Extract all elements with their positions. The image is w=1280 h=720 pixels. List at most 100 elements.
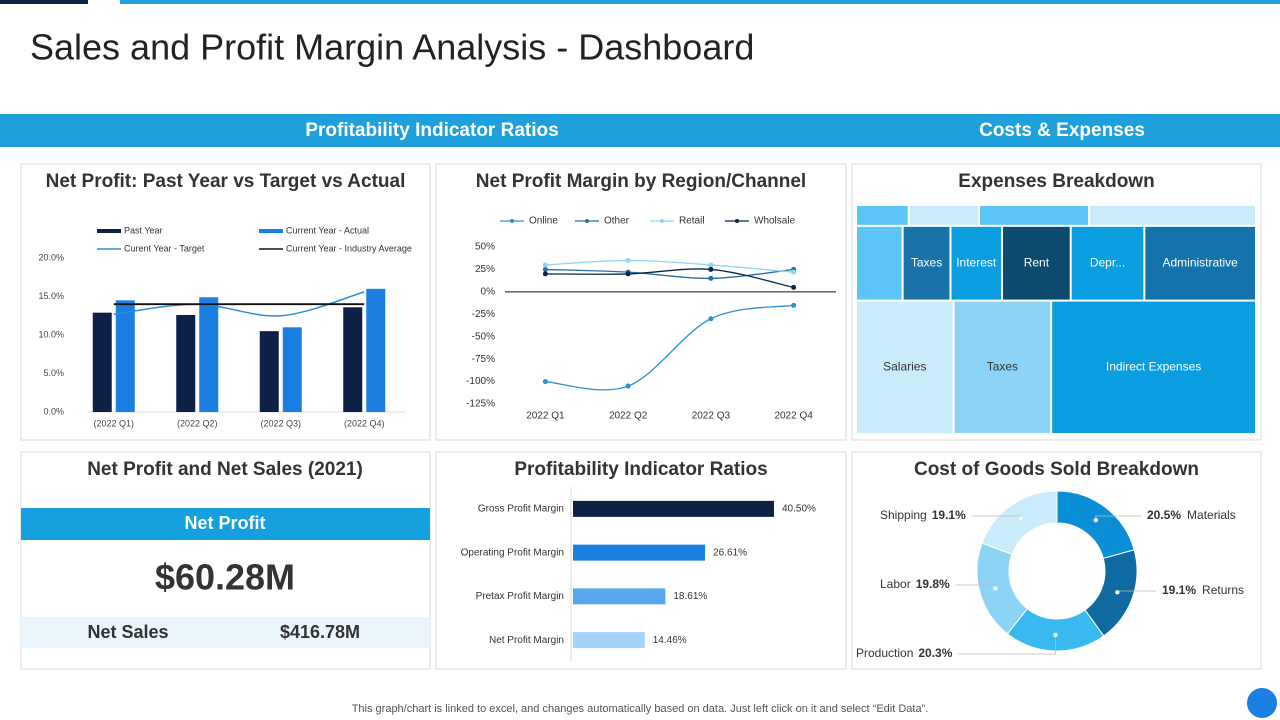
cell-label: Rent <box>1024 255 1050 269</box>
leader-dot <box>993 586 998 591</box>
legend-swatch <box>259 229 283 233</box>
treemap-cell <box>857 206 908 225</box>
chart-title: Expenses Breakdown <box>958 171 1154 192</box>
bar <box>366 288 386 412</box>
y-tick-label: -100% <box>466 376 495 387</box>
leader-dot <box>1115 590 1120 595</box>
y-tick-label: 15.0% <box>38 291 64 301</box>
sales-row-bg <box>21 617 430 648</box>
leader-dot <box>1053 632 1058 638</box>
treemap-cell <box>857 226 902 300</box>
bar <box>573 588 666 605</box>
category-label: Shipping <box>880 508 927 522</box>
page-title: Sales and Profit Margin Analysis - Dashb… <box>30 27 754 68</box>
line-series <box>545 268 794 280</box>
panel <box>851 451 1262 670</box>
legend-label: Curent Year - Target <box>124 243 205 253</box>
treemap-cell <box>951 226 1002 300</box>
legend-swatch <box>735 219 739 223</box>
treemap-cell <box>1052 301 1255 433</box>
treemap-cell <box>1089 206 1255 225</box>
category-label: Labor <box>880 577 911 591</box>
cell-label: Taxes <box>911 255 942 269</box>
chart-title: Cost of Goods Sold Breakdown <box>914 459 1199 480</box>
point <box>625 383 631 389</box>
x-tick-label: (2022 Q4) <box>344 418 385 428</box>
cell-label: Salaries <box>883 359 926 373</box>
point <box>542 271 548 277</box>
chart-title: Profitability Indicator Ratios <box>514 459 767 480</box>
point <box>791 269 797 275</box>
x-tick-label: (2022 Q2) <box>177 418 218 428</box>
cell-label: Interest <box>956 255 997 269</box>
point <box>791 284 797 290</box>
chart-title: Net Profit: Past Year vs Target vs Actua… <box>46 171 406 192</box>
category-label: Materials <box>1187 508 1236 522</box>
treemap-cell <box>909 206 979 225</box>
y-tick-label: Pretax Profit Margin <box>476 591 564 602</box>
bar <box>115 300 135 412</box>
bar <box>573 632 645 649</box>
data-label: 26.61% <box>713 547 747 558</box>
legend-swatch <box>585 219 589 223</box>
section-bar <box>0 114 1280 147</box>
treemap-cell <box>954 301 1051 433</box>
point <box>542 262 548 268</box>
bar <box>573 544 706 561</box>
legend-label: Current Year - Actual <box>286 225 369 235</box>
line-series <box>545 304 794 391</box>
line-series <box>545 259 794 273</box>
net-profit-value: $60.28M <box>155 557 295 598</box>
sales-value: $416.78M <box>280 622 360 642</box>
leader-dot <box>1018 516 1023 521</box>
y-tick-label: -50% <box>472 331 495 342</box>
y-tick-label: 0% <box>481 286 496 297</box>
card-header-bg <box>21 508 430 540</box>
point <box>708 275 714 281</box>
data-label: 19.8% <box>916 577 950 591</box>
corner-badge <box>1247 688 1277 718</box>
data-label: 19.1% <box>1162 583 1196 597</box>
bar <box>199 297 219 412</box>
data-label: 14.46% <box>653 635 687 646</box>
top-accent <box>0 0 88 4</box>
treemap-cell <box>1071 226 1144 300</box>
section-header: Costs & Expenses <box>979 120 1145 141</box>
x-tick-label: (2022 Q1) <box>93 418 134 428</box>
data-label: 19.1% <box>932 508 966 522</box>
y-tick-label: 50% <box>475 242 495 253</box>
x-tick-label: (2022 Q3) <box>260 418 301 428</box>
sales-label: Net Sales <box>87 622 168 642</box>
treemap-cell <box>980 206 1088 225</box>
y-tick-label: -125% <box>466 399 495 410</box>
data-label: 20.5% <box>1147 508 1181 522</box>
point <box>625 271 631 277</box>
point <box>542 379 548 385</box>
point <box>708 262 714 268</box>
panel <box>435 163 847 441</box>
donut-slice <box>981 490 1058 555</box>
chart-title: Net Profit Margin by Region/Channel <box>476 171 806 192</box>
x-tick-label: 2022 Q4 <box>774 411 813 422</box>
y-tick-label: -75% <box>472 354 495 365</box>
legend-label: Wholsale <box>754 216 796 227</box>
x-tick-label: 2022 Q1 <box>526 411 565 422</box>
leader-line <box>958 634 1056 655</box>
legend-label: Online <box>529 216 558 227</box>
category-label: Production <box>856 646 913 660</box>
category-label: Returns <box>1202 583 1244 597</box>
data-label: 40.50% <box>782 504 816 515</box>
x-tick-label: 2022 Q3 <box>692 411 731 422</box>
y-tick-label: 10.0% <box>38 329 64 339</box>
x-tick-label: 2022 Q2 <box>609 411 648 422</box>
y-tick-label: 25% <box>475 264 495 275</box>
leader-dot <box>1093 517 1099 523</box>
bar <box>343 307 363 412</box>
top-accent <box>120 0 1280 4</box>
y-tick-label: 0.0% <box>43 406 64 416</box>
y-tick-label: Gross Profit Margin <box>478 504 564 515</box>
y-tick-label: -25% <box>472 309 495 320</box>
bar <box>259 331 279 412</box>
